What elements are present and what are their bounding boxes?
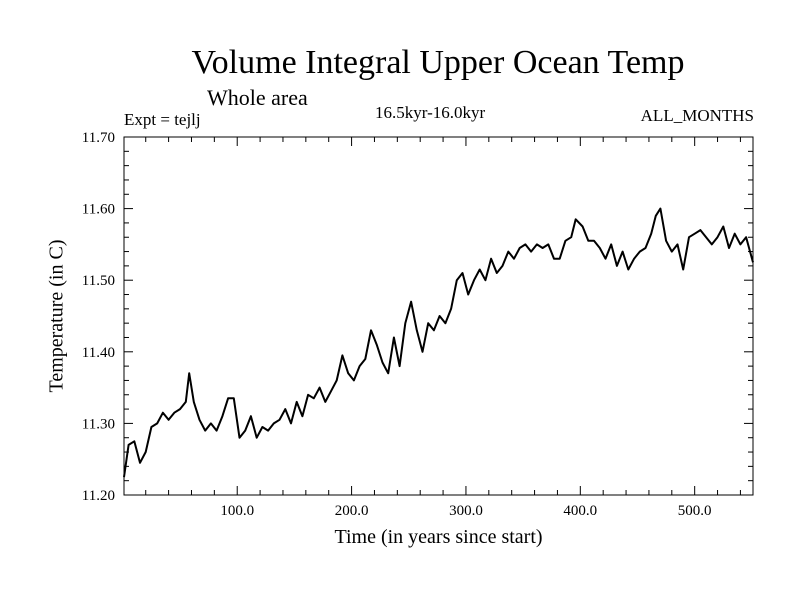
plot-frame xyxy=(123,136,754,496)
axis-tick-labels: 100.0 200.0 300.0 400.0 500.0 11.20 11.30 11.40… xyxy=(82,130,712,519)
x-tick-label: 400.0 xyxy=(563,503,597,519)
x-tick-label: 100.0 xyxy=(220,503,254,519)
chart-subtitle: Whole area xyxy=(207,85,308,110)
y-tick-label: 11.30 xyxy=(82,416,115,432)
y-tick-label: 11.50 xyxy=(82,273,115,289)
chart-title: Volume Integral Upper Ocean Temp xyxy=(191,44,685,81)
period-label: 16.5kyr-16.0kyr xyxy=(375,103,486,122)
series-line xyxy=(123,207,754,478)
x-axis-label: Time (in years since start) xyxy=(334,526,543,548)
y-tick-label: 11.20 xyxy=(82,488,115,504)
months-label: ALL_MONTHS xyxy=(640,106,754,125)
x-tick-label: 200.0 xyxy=(335,503,369,519)
y-tick-label: 11.60 xyxy=(82,202,115,218)
y-tick-label: 11.40 xyxy=(82,345,115,361)
x-tick-label: 300.0 xyxy=(449,503,483,519)
y-tick-label: 11.70 xyxy=(82,130,115,146)
x-tick-label: 500.0 xyxy=(678,503,712,519)
axis-ticks xyxy=(124,137,753,495)
experiment-label: Expt = tejlj xyxy=(124,110,201,129)
